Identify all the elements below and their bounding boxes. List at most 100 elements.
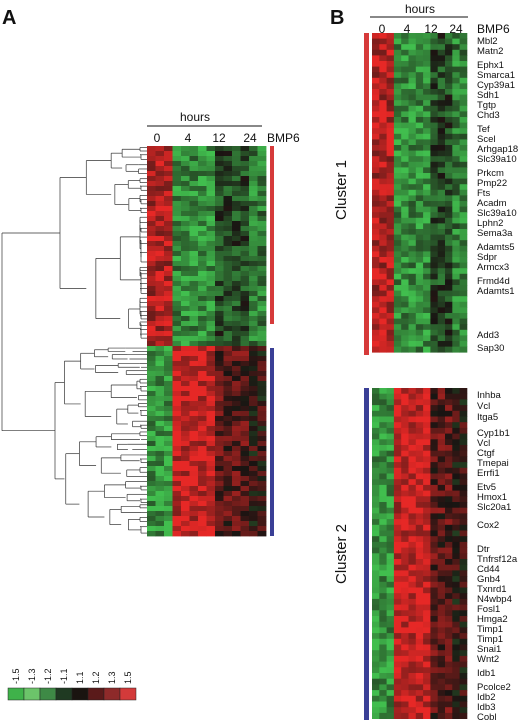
panel-b-cluster2-heatmap-cell (445, 587, 453, 594)
panel-b-cluster1-heatmap-cell (452, 100, 460, 107)
panel-b-cluster1-heatmap-cell (386, 245, 395, 252)
panel-a-heatmap-cell (240, 351, 250, 357)
panel-b-cluster2-heatmap-cell (430, 393, 439, 400)
panel-b-cluster2-heatmap-cell (437, 559, 446, 566)
panel-b-cluster2-heatmap-cell (415, 684, 424, 691)
panel-b-cluster2-heatmap-cell (423, 445, 431, 452)
panel-b-cluster2-heatmap-cell (437, 513, 446, 520)
panel-b-cluster1-heatmap-cell (459, 251, 468, 258)
panel-a-heatmap-cell (249, 161, 258, 167)
panel-a-heatmap-cell (189, 376, 199, 382)
panel-a-heatmap-cell (215, 441, 224, 447)
panel-a-heatmap-cell (249, 481, 258, 487)
panel-b-cluster1-heatmap-cell (423, 313, 431, 319)
panel-a-heatmap-cell (155, 461, 165, 467)
panel-b-cluster1-heatmap-cell (415, 290, 424, 297)
panel-b-cluster1-heatmap-cell (459, 262, 468, 269)
panel-b-cluster2-heatmap-cell (445, 519, 453, 526)
panel-b-cluster1-heatmap-cell (415, 324, 424, 331)
panel-b-cluster1-heatmap-cell (445, 201, 453, 207)
panel-a-heatmap-cell (189, 431, 199, 437)
panel-a-heatmap-cell (240, 186, 250, 192)
panel-b-cluster1-heatmap-cell (437, 117, 446, 123)
panel-b-cluster1-heatmap-cell (459, 189, 468, 196)
panel-a-heatmap-cell (181, 351, 190, 357)
panel-a-heatmap-cell (172, 321, 182, 327)
panel-a-heatmap-cell (147, 411, 156, 417)
panel-a-heatmap-cell (155, 451, 165, 457)
panel-b-cluster1-heatmap-cell (437, 55, 446, 62)
panel-b-cluster1-heatmap-cell (423, 83, 431, 90)
panel-b-cluster1-heatmap-cell (386, 94, 395, 101)
panel-a-heatmap-cell (240, 201, 250, 207)
panel-b-cluster1-heatmap-cell (408, 173, 417, 179)
panel-b-cluster2-heatmap-cell (372, 655, 380, 662)
panel-a-heatmap-cell (181, 346, 190, 352)
panel-b-cluster2-heatmap-cell (452, 422, 460, 429)
panel-b-cluster2-heatmap-cell (379, 644, 387, 651)
panel-b-cluster1-heatmap-cell (415, 313, 424, 319)
panel-a-heatmap-cell (147, 476, 156, 482)
panel-b-cluster2-heatmap-cell (401, 502, 409, 509)
panel-b-cluster1-heatmap-cell (430, 223, 439, 230)
panel-a-heatmap-cell (189, 296, 199, 302)
panel-a-heatmap-cell (172, 406, 182, 412)
panel-b-cluster2-heatmap-cell (437, 638, 446, 645)
panel-a-heatmap-cell (215, 191, 224, 197)
panel-b-cluster1-heatmap-cell (386, 251, 395, 258)
panel-b-cluster1-heatmap-cell (393, 167, 402, 174)
panel-a-heatmap-cell (232, 361, 241, 367)
panel-b-cluster1-heatmap-cell (445, 128, 453, 135)
panel-b-cluster1-heatmap-cell (445, 268, 453, 275)
panel-b-cluster2-heatmap-cell (459, 524, 468, 531)
panel-b-cluster2-heatmap-cell (393, 638, 402, 645)
panel-b-cluster2-heatmap-cell (430, 479, 439, 486)
panel-b-cluster1-heatmap-cell (386, 301, 395, 308)
panel-b-cluster2-heatmap-cell (386, 462, 395, 469)
panel-b-cluster1-heatmap-cell (452, 89, 460, 95)
panel-b-cluster2-heatmap-cell (393, 627, 402, 634)
gene-label: Tef (477, 124, 490, 135)
panel-a-heatmap-cell (240, 296, 250, 302)
panel-b-cluster1-label: Cluster 1 (333, 160, 350, 220)
panel-b-cluster2-heatmap-cell (459, 627, 468, 634)
panel-a-heatmap-cell (198, 291, 207, 297)
panel-b-cluster1-heatmap-cell (423, 245, 431, 252)
panel-b-cluster1-heatmap-cell (372, 324, 380, 331)
panel-b-cluster1-heatmap-cell (415, 55, 424, 62)
panel-a-heatmap-cell (181, 491, 190, 497)
panel-a-heatmap-cell (240, 171, 250, 177)
panel-b-cluster2-heatmap-cell (372, 479, 380, 486)
panel-a-heatmap-cell (249, 326, 258, 332)
panel-a-heatmap-cell (232, 476, 241, 482)
panel-a-heatmap-cell (232, 481, 241, 487)
panel-b-cluster1-heatmap-cell (437, 268, 446, 275)
panel-b-cluster1-heatmap-cell (415, 66, 424, 73)
panel-a-heatmap-cell (215, 426, 224, 432)
panel-b-cluster2-heatmap-cell (379, 433, 387, 440)
panel-a-heatmap-cell (206, 306, 216, 312)
panel-b-cluster1-heatmap-cell (379, 273, 387, 280)
panel-a-letter: A (2, 7, 16, 29)
panel-b-cluster2-heatmap-cell (408, 610, 417, 617)
panel-b-cluster2-heatmap-cell (437, 524, 446, 531)
panel-b-cluster2-heatmap (372, 388, 468, 719)
panel-a-time-0: 0 (154, 131, 161, 145)
panel-b-cluster1-heatmap-cell (408, 72, 417, 79)
panel-a-heatmap-cell (240, 311, 250, 317)
panel-a-heatmap-cell (240, 466, 250, 472)
panel-b-cluster1-heatmap-cell (379, 341, 387, 347)
panel-b-cluster1-heatmap-cell (379, 178, 387, 185)
panel-a-heatmap-cell (189, 176, 199, 182)
gene-label: Armcx3 (477, 262, 509, 273)
panel-b-cluster2-heatmap-cell (452, 462, 460, 469)
panel-a-heatmap-cell (189, 346, 199, 352)
panel-b-cluster1-heatmap-cell (445, 257, 453, 263)
panel-b-cluster2-heatmap-cell (445, 473, 453, 480)
panel-b-cluster1-heatmap-cell (437, 318, 446, 325)
panel-a-heatmap-cell (240, 226, 250, 232)
panel-b-cluster1-heatmap-cell (379, 94, 387, 101)
panel-a-heatmap-cell (257, 306, 267, 312)
panel-a-heatmap-cell (181, 176, 190, 182)
panel-b-cluster1-heatmap-cell (423, 329, 431, 336)
